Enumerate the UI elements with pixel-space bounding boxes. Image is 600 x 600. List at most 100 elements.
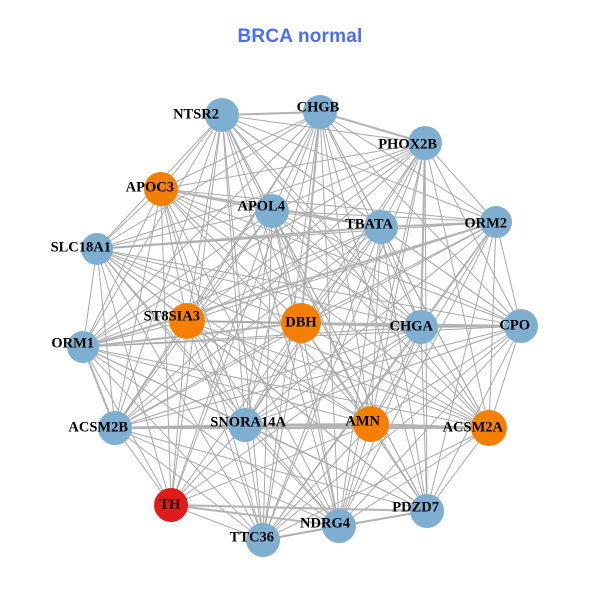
edge-line bbox=[82, 220, 497, 349]
graph-node-amn[interactable]: AMN bbox=[345, 406, 389, 442]
edge-line bbox=[96, 248, 522, 327]
graph-node-orm1[interactable]: ORM1 bbox=[51, 331, 99, 363]
edge-line bbox=[160, 188, 302, 324]
node-label: TH bbox=[160, 496, 182, 512]
edge-line bbox=[96, 221, 497, 250]
edge-line bbox=[271, 210, 340, 527]
edge-line bbox=[114, 427, 264, 541]
node-circle[interactable] bbox=[144, 172, 178, 206]
node-label: ACSM2A bbox=[443, 419, 504, 435]
nodes-layer[interactable]: NTSR2 CHGB PHOX2B APOC3 APOL4 TBATA ORM2 SLC18A… bbox=[51, 95, 538, 557]
graph-node-ndrg4[interactable]: NDRG4 bbox=[300, 509, 356, 543]
edge-line bbox=[96, 142, 426, 250]
node-circle[interactable] bbox=[169, 303, 205, 339]
graph-node-apoc3[interactable]: APOC3 bbox=[126, 172, 178, 206]
node-circle[interactable] bbox=[404, 310, 438, 344]
edge-line bbox=[160, 188, 188, 322]
node-circle[interactable] bbox=[67, 331, 99, 363]
edge-line bbox=[160, 188, 264, 541]
edge-line bbox=[370, 326, 422, 425]
graph-node-phox2b[interactable]: PHOX2B bbox=[378, 126, 442, 160]
node-label: PHOX2B bbox=[378, 136, 437, 152]
edge-line bbox=[380, 226, 522, 327]
graph-node-th[interactable]: TH bbox=[154, 488, 188, 522]
node-circle[interactable] bbox=[471, 410, 507, 446]
node-label: NDRG4 bbox=[300, 515, 350, 531]
node-circle[interactable] bbox=[81, 233, 113, 265]
node-label: APOC3 bbox=[126, 179, 174, 195]
node-circle[interactable] bbox=[322, 509, 356, 543]
edge-line bbox=[160, 188, 340, 527]
node-circle[interactable] bbox=[303, 95, 337, 129]
node-circle[interactable] bbox=[408, 126, 442, 160]
graph-node-slc18a1[interactable]: SLC18A1 bbox=[51, 233, 113, 265]
node-label: CHGA bbox=[390, 318, 434, 334]
graph-node-pdzd7[interactable]: PDZD7 bbox=[392, 494, 444, 528]
graph-node-ttc36[interactable]: TTC36 bbox=[230, 523, 280, 557]
node-label: SLC18A1 bbox=[51, 239, 111, 255]
graph-node-acsm2b[interactable]: ACSM2B bbox=[68, 411, 132, 445]
node-circle[interactable] bbox=[504, 309, 538, 343]
edge-line bbox=[114, 188, 162, 429]
node-label: APOL4 bbox=[237, 198, 285, 214]
edge-line bbox=[300, 322, 490, 429]
graph-node-dbh[interactable]: DBH bbox=[281, 303, 321, 343]
node-circle[interactable] bbox=[255, 194, 289, 228]
edge-line bbox=[160, 188, 172, 506]
edge-line bbox=[319, 111, 522, 327]
edge-line bbox=[262, 226, 382, 541]
edge-line bbox=[96, 248, 172, 506]
node-label: ACSM2B bbox=[68, 419, 128, 435]
edge-line bbox=[319, 110, 426, 145]
edge-line bbox=[186, 320, 264, 541]
edge-line bbox=[114, 111, 321, 429]
node-circle[interactable] bbox=[364, 210, 398, 244]
edge-line bbox=[160, 188, 422, 328]
edge-line bbox=[82, 248, 98, 348]
edge-line bbox=[426, 221, 497, 512]
graph-node-chgb[interactable]: CHGB bbox=[297, 95, 340, 129]
edge-line bbox=[114, 427, 340, 527]
edge-line bbox=[244, 424, 264, 541]
edge-line bbox=[221, 114, 426, 144]
edge-line bbox=[244, 142, 426, 426]
edge-line bbox=[221, 114, 340, 527]
node-circle[interactable] bbox=[281, 303, 321, 343]
node-circle[interactable] bbox=[246, 523, 280, 557]
graph-node-acsm2a[interactable]: ACSM2A bbox=[443, 410, 507, 446]
edge-line bbox=[221, 114, 372, 425]
node-label: SNORA14A bbox=[210, 414, 286, 430]
graph-node-snora14a[interactable]: SNORA14A bbox=[210, 408, 287, 442]
edge-line bbox=[96, 248, 302, 324]
node-circle[interactable] bbox=[205, 98, 239, 132]
edge-line bbox=[114, 322, 302, 429]
edge-line bbox=[114, 427, 428, 512]
edge-line bbox=[82, 111, 321, 348]
node-circle[interactable] bbox=[98, 411, 132, 445]
edge-line bbox=[338, 142, 426, 527]
edge-line bbox=[244, 424, 428, 512]
edge-line bbox=[380, 226, 422, 328]
graph-node-apol4[interactable]: APOL4 bbox=[237, 194, 289, 228]
graph-node-orm2[interactable]: ORM2 bbox=[464, 206, 512, 238]
node-circle[interactable] bbox=[410, 494, 444, 528]
graph-node-st8sia3[interactable]: ST8SIA3 bbox=[144, 303, 205, 339]
node-circle[interactable] bbox=[480, 206, 512, 238]
node-label: CPO bbox=[499, 317, 530, 333]
edge-line bbox=[419, 142, 427, 328]
edge-line bbox=[271, 210, 372, 425]
edge-line bbox=[262, 427, 490, 541]
graph-node-chga[interactable]: CHGA bbox=[390, 310, 439, 344]
node-label: NTSR2 bbox=[173, 106, 219, 122]
edge-line bbox=[271, 111, 321, 212]
node-circle[interactable] bbox=[228, 408, 262, 442]
graph-node-ntsr2[interactable]: NTSR2 bbox=[173, 98, 239, 132]
graph-node-cpo[interactable]: CPO bbox=[499, 309, 538, 343]
node-label: DBH bbox=[285, 314, 317, 330]
node-circle[interactable] bbox=[353, 406, 389, 442]
graph-node-tbata[interactable]: TBATA bbox=[345, 210, 398, 244]
node-circle[interactable] bbox=[154, 488, 188, 522]
edge-line bbox=[186, 320, 428, 512]
edge-line bbox=[262, 423, 372, 541]
